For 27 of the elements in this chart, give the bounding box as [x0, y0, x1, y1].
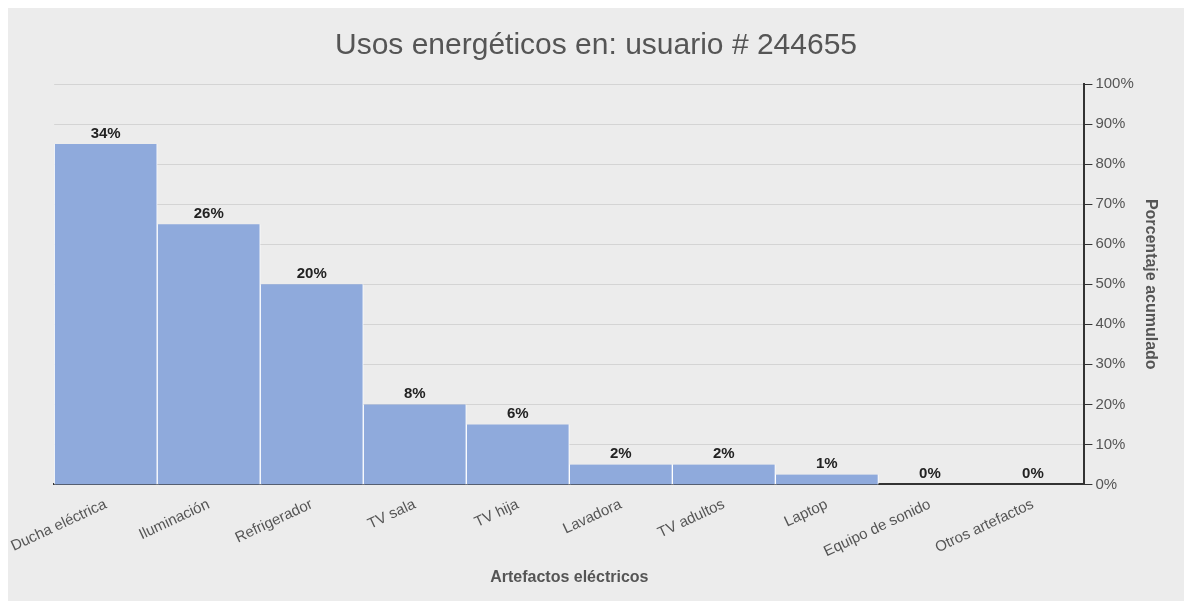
x-axis-title: Artefactos eléctricos	[490, 567, 649, 585]
data-label: 2%	[609, 444, 632, 462]
y2-tick-label: 50%	[1095, 274, 1126, 292]
y2-tick-label: 60%	[1095, 234, 1126, 252]
data-label: 34%	[90, 123, 121, 141]
x-tick-label: Laptop	[781, 494, 830, 530]
x-tick-label: TV sala	[364, 494, 419, 532]
y2-tick-label: 100%	[1095, 74, 1134, 92]
chart-title: Usos energéticos en: usuario # 244655	[334, 27, 858, 61]
data-label: 0%	[1022, 464, 1044, 482]
y2-tick-label: 90%	[1095, 114, 1126, 132]
y2-tick-label: 70%	[1095, 194, 1126, 212]
data-label: 6%	[506, 404, 529, 422]
y2-tick-label: 30%	[1095, 354, 1126, 372]
data-label: 26%	[193, 203, 224, 221]
data-label: 1%	[816, 454, 838, 472]
data-label: 20%	[296, 263, 327, 281]
y2-tick-label: 80%	[1095, 154, 1126, 172]
y2-tick-label: 0%	[1095, 474, 1118, 492]
y2-axis-title: Porcentaje acumulado	[1142, 198, 1160, 370]
x-tick-label: TV hija	[471, 494, 522, 530]
data-label: 8%	[403, 384, 426, 402]
data-label: 0%	[919, 464, 941, 482]
y2-tick-label: 40%	[1095, 314, 1126, 332]
y2-tick-label: 10%	[1095, 434, 1126, 452]
data-label: 2%	[713, 444, 735, 462]
y2-tick-label: 20%	[1095, 394, 1126, 412]
